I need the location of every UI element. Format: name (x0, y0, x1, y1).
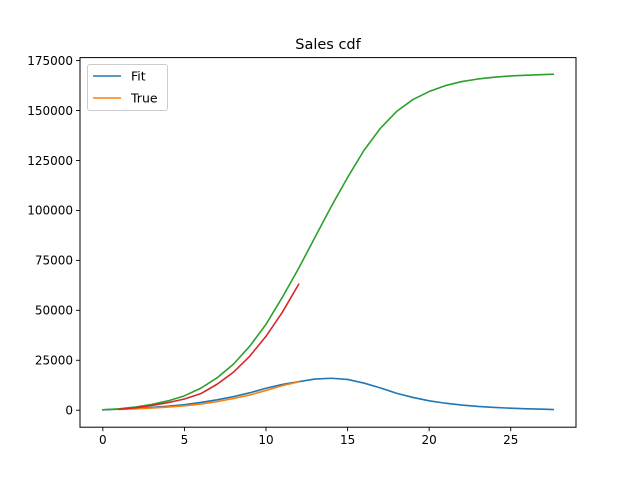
y-tick-label: 25000 (35, 354, 73, 368)
y-tick-label: 0 (65, 404, 73, 418)
y-tick-label: 150000 (27, 104, 73, 118)
x-tick-label: 10 (258, 433, 273, 447)
y-tick-label: 125000 (27, 154, 73, 168)
legend: Fit True (87, 64, 168, 111)
y-axis-ticks: 0 25000 50000 75000 100000 125000 150000 175000 (27, 54, 80, 418)
x-tick-label: 25 (503, 433, 518, 447)
series-line-3 (101, 73, 554, 411)
x-tick-label: 15 (340, 433, 355, 447)
legend-label: Fit (131, 69, 146, 84)
x-tick-label: 5 (181, 433, 189, 447)
plot-lines (101, 73, 554, 411)
x-tick-label: 20 (422, 433, 437, 447)
y-tick-label: 100000 (27, 204, 73, 218)
axes-frame (79, 57, 577, 428)
y-tick-label: 75000 (35, 254, 73, 268)
chart-title: Sales cdf (295, 37, 361, 53)
y-tick-label: 175000 (27, 54, 73, 68)
x-tick-label: 0 (99, 433, 107, 447)
series-line-1 (102, 377, 554, 411)
legend-label: True (130, 91, 158, 106)
series-line-4 (118, 283, 300, 411)
series-line-2 (118, 380, 300, 411)
y-tick-label: 50000 (35, 304, 73, 318)
x-axis-ticks: 0 5 10 15 20 25 (99, 427, 518, 447)
